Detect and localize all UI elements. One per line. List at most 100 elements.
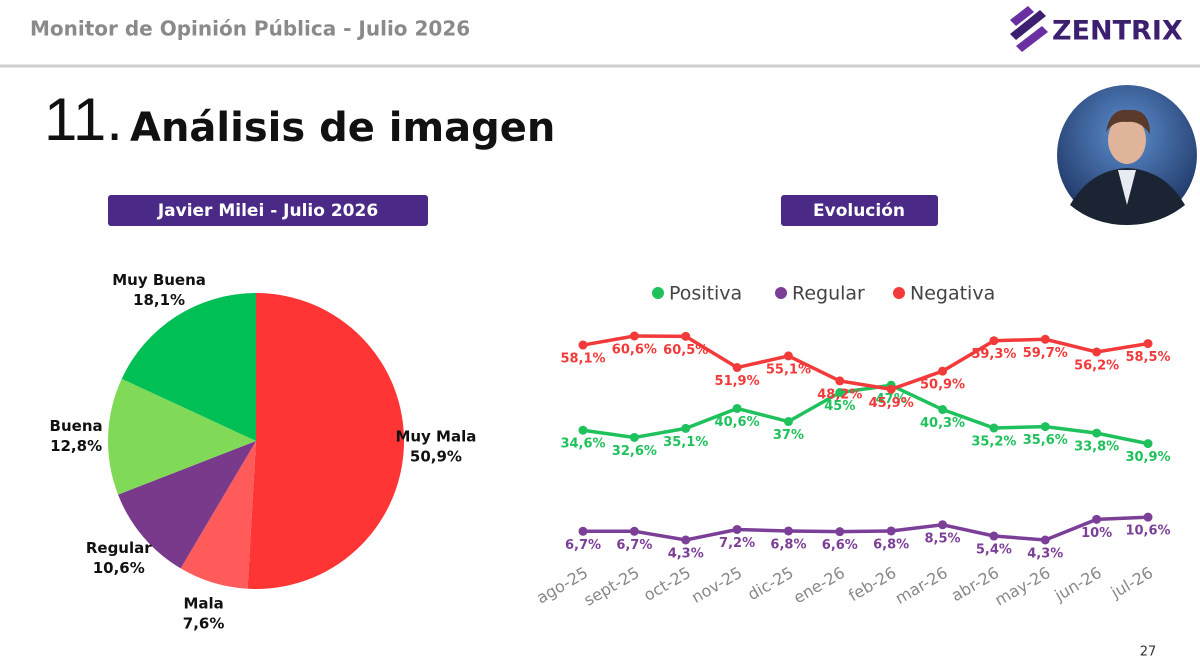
data-point [1143,512,1153,522]
data-point [835,388,845,398]
x-tick-label: jun-26 [1050,563,1104,605]
slice-value: 18,1% [133,291,185,309]
pie-slice [247,293,405,589]
data-point [938,366,948,376]
data-label: 50,9% [920,378,965,393]
data-point [1143,439,1153,449]
data-point [1092,347,1102,357]
data-point [681,535,691,545]
slice-label: Muy Buena [112,271,206,289]
pie-slice [118,441,257,569]
data-point [732,363,742,373]
data-label: 45% [824,399,855,414]
data-label: 40,6% [715,415,760,430]
data-label: 59,3% [971,347,1016,362]
data-label: 56,2% [1074,358,1119,373]
slice-label: Buena [50,417,103,435]
data-point [989,336,999,346]
data-label: 51,9% [715,374,760,389]
data-point [835,376,845,386]
slice-value: 10,6% [93,559,145,577]
series-line [582,334,1149,392]
data-point [578,526,588,536]
data-label: 30,9% [1125,450,1170,465]
x-tick-label: may-26 [991,563,1053,610]
data-label: 10,6% [1125,524,1170,539]
data-label: 37% [773,428,804,443]
legend-marker [775,287,787,299]
data-label: 59,7% [1023,346,1068,361]
legend-marker [652,287,664,299]
data-point [1040,422,1050,432]
slice-label: Regular [86,539,152,557]
x-tick-label: nov-25 [688,563,745,607]
data-point [886,384,896,394]
data-point [938,520,948,530]
data-label: 60,6% [612,343,657,358]
x-tick-label: dic-25 [744,563,796,604]
x-tick-label: mar-26 [892,563,951,608]
data-label: 34,6% [560,437,605,452]
x-tick-label: ene-26 [790,563,848,607]
data-label: 4,3% [668,547,704,562]
data-label: 6,7% [565,538,601,553]
brand-name: ZENTRIX [1052,16,1183,47]
slice-value: 7,6% [183,615,225,633]
portrait [1057,85,1197,225]
pie-slice [180,441,256,589]
data-label: 45,9% [869,396,914,411]
data-label: 35,1% [663,435,708,450]
data-point [578,425,588,435]
data-label: 10% [1081,526,1112,541]
legend-label: Negativa [910,283,995,305]
data-point [783,526,793,536]
data-point [1143,339,1153,349]
data-point [938,405,948,415]
data-label: 58,5% [1125,350,1170,365]
legend-label: Regular [792,283,865,305]
data-point [629,331,639,341]
legend-marker [893,287,905,299]
data-point [732,403,742,413]
x-tick-label: oct-25 [640,563,694,605]
data-label: 6,7% [616,538,652,553]
data-label: 8,5% [925,531,961,546]
header-title: Monitor de Opinión Pública - Julio 2026 [30,17,470,41]
data-label: 4,3% [1027,547,1063,562]
line-title: Evolución [813,201,905,221]
slice-value: 12,8% [50,437,102,455]
brand-logo [1010,6,1048,52]
pie-title-badge [108,195,428,226]
x-tick-label: jul-26 [1107,563,1156,603]
data-label: 47% [876,392,907,407]
slice-label: Muy Mala [395,428,476,446]
section-number: 11. [44,86,123,153]
data-label: 5,4% [976,543,1012,558]
data-label: 6,6% [822,538,858,553]
data-label: 6,8% [770,537,806,552]
x-tick-label: sept-25 [581,563,643,610]
data-point [1092,428,1102,438]
slice-value: 50,9% [410,448,462,466]
pie-slice [107,378,256,495]
data-point [783,417,793,427]
data-label: 7,2% [719,536,755,551]
data-point [681,331,691,341]
section-title: Análisis de imagen [130,105,555,151]
series-line [582,383,1149,446]
data-label: 40,3% [920,416,965,431]
data-label: 35,6% [1023,433,1068,448]
data-point [578,340,588,350]
data-label: 58,1% [560,352,605,367]
data-point [989,423,999,433]
data-point [732,524,742,534]
data-point [629,526,639,536]
data-label: 48,2% [817,387,862,402]
data-point [886,526,896,536]
slice-label: Mala [183,595,223,613]
data-point [1092,514,1102,524]
data-point [681,423,691,433]
x-tick-label: feb-26 [845,563,899,605]
data-point [989,531,999,541]
